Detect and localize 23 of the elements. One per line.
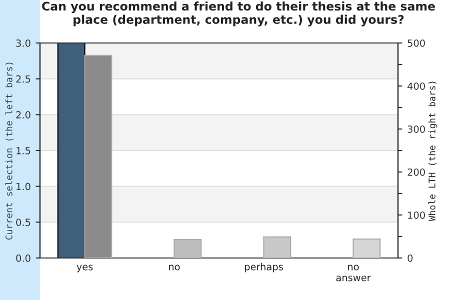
bar	[263, 236, 292, 258]
x-tick-label: no answer	[336, 264, 371, 282]
y-axis-title: Current selection (the left bars)	[5, 62, 14, 240]
y2-tick-label: 500	[408, 39, 425, 47]
y-tick-label: 2.0	[16, 111, 30, 118]
y-tick-label: 0.5	[16, 218, 30, 226]
y-tick-label: 2.5	[16, 75, 30, 83]
y2-tick-label: 100	[408, 211, 425, 219]
chart-title: Can you recommend a friend to do their thesis at the same place (department, company, etc.) you did yours?	[42, 2, 435, 26]
y2-tick-label: 0	[408, 254, 413, 262]
y-tick-label: 3.0	[16, 39, 30, 47]
x-tick-label: no	[169, 264, 180, 270]
y-tick-label: 0.0	[16, 254, 30, 262]
x-tick-label: perhaps	[244, 262, 283, 272]
x-tick-label: yes	[76, 264, 93, 272]
y2-tick-label: 400	[408, 82, 425, 90]
y2-tick-label: 300	[408, 125, 425, 133]
y2-axis-title: Whole LTH (the right bars)	[428, 82, 438, 222]
bar	[352, 238, 381, 258]
y2-tick-label: 200	[408, 168, 425, 176]
bar	[174, 238, 202, 258]
y-tick-label: 1.5	[16, 147, 30, 154]
y-tick-label: 1.0	[16, 182, 30, 190]
